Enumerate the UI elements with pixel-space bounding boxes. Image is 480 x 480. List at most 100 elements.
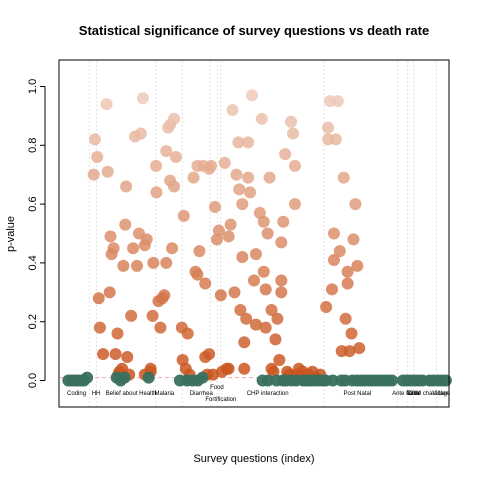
data-point	[131, 259, 143, 272]
data-point	[199, 277, 212, 290]
data-point	[275, 274, 288, 287]
y-tick-label: 0.6	[27, 196, 39, 211]
data-point	[257, 265, 270, 278]
data-point	[205, 159, 218, 172]
data-point	[181, 327, 194, 340]
data-point	[234, 303, 247, 316]
data-point	[100, 98, 113, 111]
data-point	[187, 171, 200, 184]
data-point	[279, 148, 292, 161]
data-point	[150, 159, 163, 172]
data-point	[341, 277, 354, 290]
y-tick-label: 0.8	[27, 138, 39, 153]
significant-point	[196, 371, 209, 384]
data-point	[322, 121, 335, 134]
group-label: Birth	[407, 391, 419, 397]
data-point	[230, 168, 243, 181]
data-point	[345, 327, 358, 340]
data-point	[232, 136, 245, 149]
group-label: CHP interaction	[247, 391, 289, 397]
data-point	[347, 233, 360, 246]
y-tick-label: 0.2	[27, 314, 39, 329]
data-point	[238, 336, 251, 349]
data-point	[97, 348, 110, 361]
data-point	[212, 224, 225, 237]
data-point	[244, 186, 257, 199]
significant-point	[262, 374, 275, 387]
data-point	[271, 312, 284, 325]
data-point	[242, 136, 255, 149]
data-point	[119, 218, 132, 231]
data-point	[92, 292, 105, 305]
data-point	[136, 92, 149, 105]
data-point	[146, 309, 159, 322]
data-point	[224, 218, 237, 231]
data-point	[125, 309, 138, 322]
data-point	[273, 353, 286, 366]
x-axis-label: Survey questions (index)	[193, 453, 314, 465]
significant-point	[81, 371, 94, 384]
data-point	[236, 198, 249, 211]
data-point	[238, 362, 251, 375]
group-label: Post Natal	[344, 391, 372, 397]
data-point	[134, 127, 147, 140]
group-label: Malaria	[154, 391, 174, 397]
significant-point	[326, 374, 339, 387]
data-point	[236, 251, 249, 264]
data-point	[222, 230, 235, 243]
y-axis: 0.0 0.2 0.4 0.6 0.8 1.0	[27, 79, 46, 388]
data-point	[121, 351, 134, 364]
data-point	[158, 289, 171, 302]
group-label: Diarrhea	[190, 391, 214, 397]
data-point	[168, 180, 181, 193]
data-point	[191, 268, 204, 281]
data-point	[233, 183, 246, 196]
data-point	[154, 321, 167, 334]
data-point	[170, 151, 182, 164]
data-point	[117, 259, 130, 272]
data-point	[193, 245, 206, 258]
data-point	[287, 127, 299, 140]
plot-frame	[58, 59, 450, 408]
data-point	[343, 345, 356, 358]
group-label: Coding	[67, 391, 86, 397]
data-point	[177, 209, 190, 222]
data-point	[349, 198, 362, 211]
data-point	[320, 301, 333, 314]
data-point	[226, 103, 239, 116]
data-point	[339, 312, 352, 325]
significant-point	[439, 374, 452, 387]
data-point	[288, 159, 301, 172]
data-point	[242, 171, 255, 184]
data-point	[214, 289, 227, 302]
data-point	[101, 165, 114, 178]
data-point	[337, 171, 350, 184]
data-point	[353, 342, 366, 355]
group-label: Ante Natal	[392, 391, 420, 397]
data-point	[222, 362, 235, 375]
data-point	[248, 274, 260, 287]
data-point	[331, 95, 344, 108]
data-point	[209, 201, 221, 214]
significant-point	[118, 371, 131, 384]
group-label: Fortification	[205, 397, 236, 403]
data-point	[88, 133, 101, 146]
data-point	[269, 333, 282, 346]
group-label: Belief about Health	[106, 391, 157, 397]
data-points	[87, 89, 366, 387]
significant-point	[386, 374, 399, 387]
data-point	[150, 186, 163, 199]
group-label: Village	[432, 391, 451, 397]
data-point	[249, 248, 262, 261]
data-point	[228, 286, 241, 299]
data-point	[329, 133, 342, 146]
data-point	[127, 242, 140, 255]
data-point	[277, 215, 290, 228]
significant-point	[142, 371, 155, 384]
data-point	[93, 321, 106, 334]
chart-title: Statistical significance of survey quest…	[79, 23, 429, 38]
data-point	[265, 303, 278, 316]
data-point	[240, 312, 253, 325]
